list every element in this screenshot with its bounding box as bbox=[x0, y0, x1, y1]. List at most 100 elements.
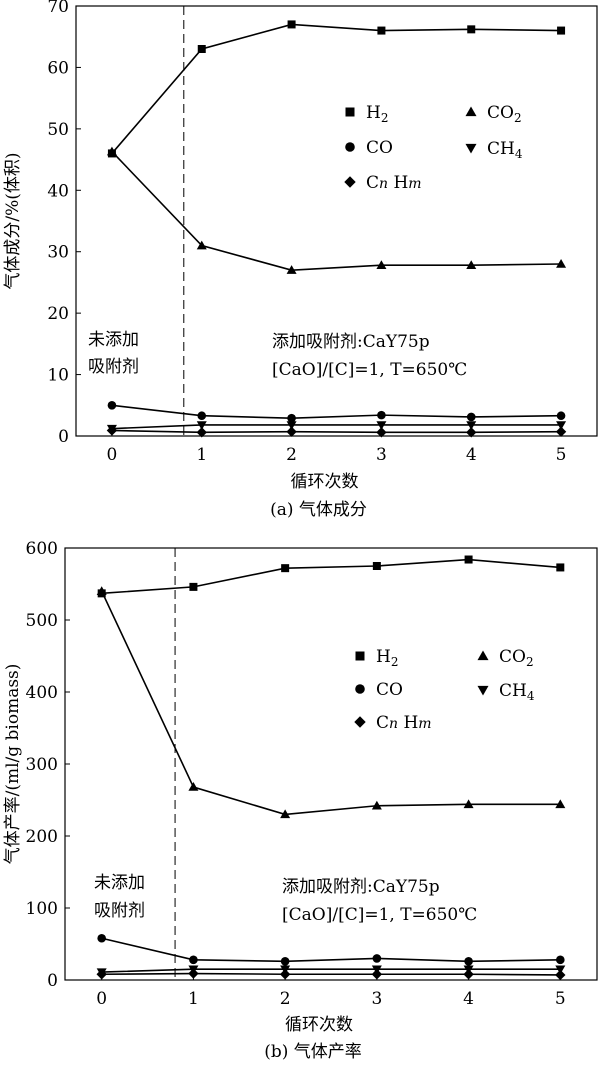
legend-label-CnHm: Cn Hm bbox=[366, 173, 422, 193]
annotation-sorbent-line1: 添加吸附剂:CaY75p bbox=[282, 877, 440, 897]
x-tick-label: 4 bbox=[466, 445, 477, 465]
point-CH4 bbox=[286, 421, 297, 430]
legend-label-CO2: CO2 bbox=[487, 103, 522, 125]
point-H2 bbox=[281, 564, 290, 573]
legend-label-H2: H2 bbox=[376, 647, 398, 669]
y-axis-label: 气体成分/%(体积) bbox=[3, 152, 23, 289]
y-tick-label: 50 bbox=[47, 120, 69, 140]
legend-label-CO2: CO2 bbox=[499, 647, 534, 669]
x-tick-label: 5 bbox=[556, 445, 567, 465]
annotation-no-sorbent-line2: 吸附剂 bbox=[94, 901, 145, 921]
legend-text: CO bbox=[376, 680, 403, 700]
x-axis-label: 循环次数 bbox=[291, 472, 359, 492]
x-tick-label: 1 bbox=[196, 445, 207, 465]
y-tick-label: 70 bbox=[47, 0, 69, 17]
point-CnHm bbox=[463, 969, 474, 980]
point-H2 bbox=[556, 563, 565, 572]
series-line-CnHm bbox=[101, 972, 561, 976]
chart-caption: (a) 气体成分 bbox=[270, 500, 367, 520]
point-CO2 bbox=[188, 782, 199, 791]
legend-text: m bbox=[418, 716, 431, 732]
point-H2 bbox=[287, 20, 296, 29]
point-CO bbox=[464, 956, 473, 966]
y-tick-label: 30 bbox=[47, 243, 69, 263]
annotation-no-sorbent-line1: 未添加 bbox=[88, 330, 139, 350]
x-tick-label: 1 bbox=[188, 989, 199, 1009]
legend-text: C bbox=[366, 173, 379, 193]
y-tick-label: 0 bbox=[47, 971, 58, 991]
legend-label-CO: CO bbox=[376, 680, 403, 700]
series-line-CO bbox=[111, 404, 562, 419]
series-H2 bbox=[97, 555, 565, 598]
point-CnHm bbox=[106, 425, 118, 436]
annotation-no-sorbent-line2: 吸附剂 bbox=[88, 357, 139, 377]
point-CnHm bbox=[466, 427, 477, 438]
legend-marker-CH4 bbox=[477, 685, 489, 696]
series-CO bbox=[97, 933, 565, 966]
legend-text: m bbox=[408, 176, 421, 192]
point-H2 bbox=[189, 582, 198, 591]
series-CO2 bbox=[106, 146, 567, 274]
x-tick-label: 5 bbox=[555, 989, 566, 1009]
point-CO2 bbox=[106, 146, 117, 156]
point-CH4 bbox=[466, 421, 477, 430]
point-CO bbox=[377, 410, 386, 420]
point-CH4 bbox=[556, 421, 567, 430]
point-CO2 bbox=[196, 240, 207, 250]
point-CO2 bbox=[463, 799, 474, 809]
point-CO bbox=[280, 956, 290, 966]
y-tick-label: 10 bbox=[47, 366, 69, 386]
point-CO2 bbox=[96, 586, 107, 595]
legend-text: CH bbox=[487, 139, 515, 159]
x-tick-label: 2 bbox=[280, 989, 291, 1009]
series-H2 bbox=[107, 20, 566, 158]
series-line-CO2 bbox=[111, 151, 562, 271]
legend-marker-CnHm bbox=[344, 176, 356, 188]
point-CH4 bbox=[196, 421, 207, 430]
legend-text: CO bbox=[487, 103, 514, 123]
legend-marker-H2 bbox=[355, 651, 365, 661]
legend-label-CnHm: Cn Hm bbox=[376, 713, 432, 733]
legend-marker-CO bbox=[345, 142, 355, 152]
legend-label-CO: CO bbox=[366, 138, 393, 158]
x-axis-label: 循环次数 bbox=[285, 1015, 353, 1035]
series-CH4 bbox=[106, 421, 567, 434]
chart-b: 0 1 2 3 4 5 0 100 200 300 400 500 600 循环次数 气体产率/(ml/g … bbox=[3, 539, 598, 1062]
legend-subscript: 2 bbox=[391, 655, 399, 669]
point-CO2 bbox=[280, 809, 291, 819]
legend-subscript: 4 bbox=[527, 689, 535, 703]
point-CnHm bbox=[371, 969, 383, 980]
x-tick-label: 3 bbox=[376, 445, 387, 465]
legend-label-CH4: CH4 bbox=[499, 681, 535, 703]
y-tick-label: 500 bbox=[26, 611, 58, 631]
point-CO bbox=[107, 400, 117, 410]
y-axis-label: 气体产率/(ml/g biomass) bbox=[3, 664, 23, 865]
y-tick-label: 0 bbox=[58, 427, 69, 447]
annotation-sorbent-line1: 添加吸附剂:CaY75p bbox=[272, 332, 430, 352]
point-CO2 bbox=[556, 259, 567, 268]
legend-text: H bbox=[366, 103, 381, 123]
y-tick-label: 100 bbox=[26, 899, 58, 919]
plot-frame bbox=[75, 5, 598, 437]
series-line-CH4 bbox=[111, 424, 562, 430]
legend-text: n bbox=[379, 176, 388, 192]
legend-marker-CnHm bbox=[354, 716, 366, 728]
annotation-no-sorbent-line1: 未添加 bbox=[94, 873, 145, 893]
point-CnHm bbox=[555, 969, 566, 981]
y-tick-label: 60 bbox=[47, 58, 69, 78]
series-CnHm bbox=[106, 425, 567, 438]
y-tick-label: 20 bbox=[47, 304, 69, 324]
legend-label-H2: H2 bbox=[366, 103, 388, 125]
series-line-CO2 bbox=[100, 590, 561, 816]
legend-marker-CH4 bbox=[465, 143, 477, 154]
legend-marker-CO bbox=[355, 684, 365, 694]
series-line-CnHm bbox=[111, 429, 562, 434]
series-CnHm bbox=[96, 968, 566, 981]
legend-subscript: 2 bbox=[514, 111, 522, 125]
point-CO bbox=[197, 411, 207, 421]
point-CO2 bbox=[466, 260, 477, 269]
legend-marker-CO2 bbox=[477, 650, 489, 661]
